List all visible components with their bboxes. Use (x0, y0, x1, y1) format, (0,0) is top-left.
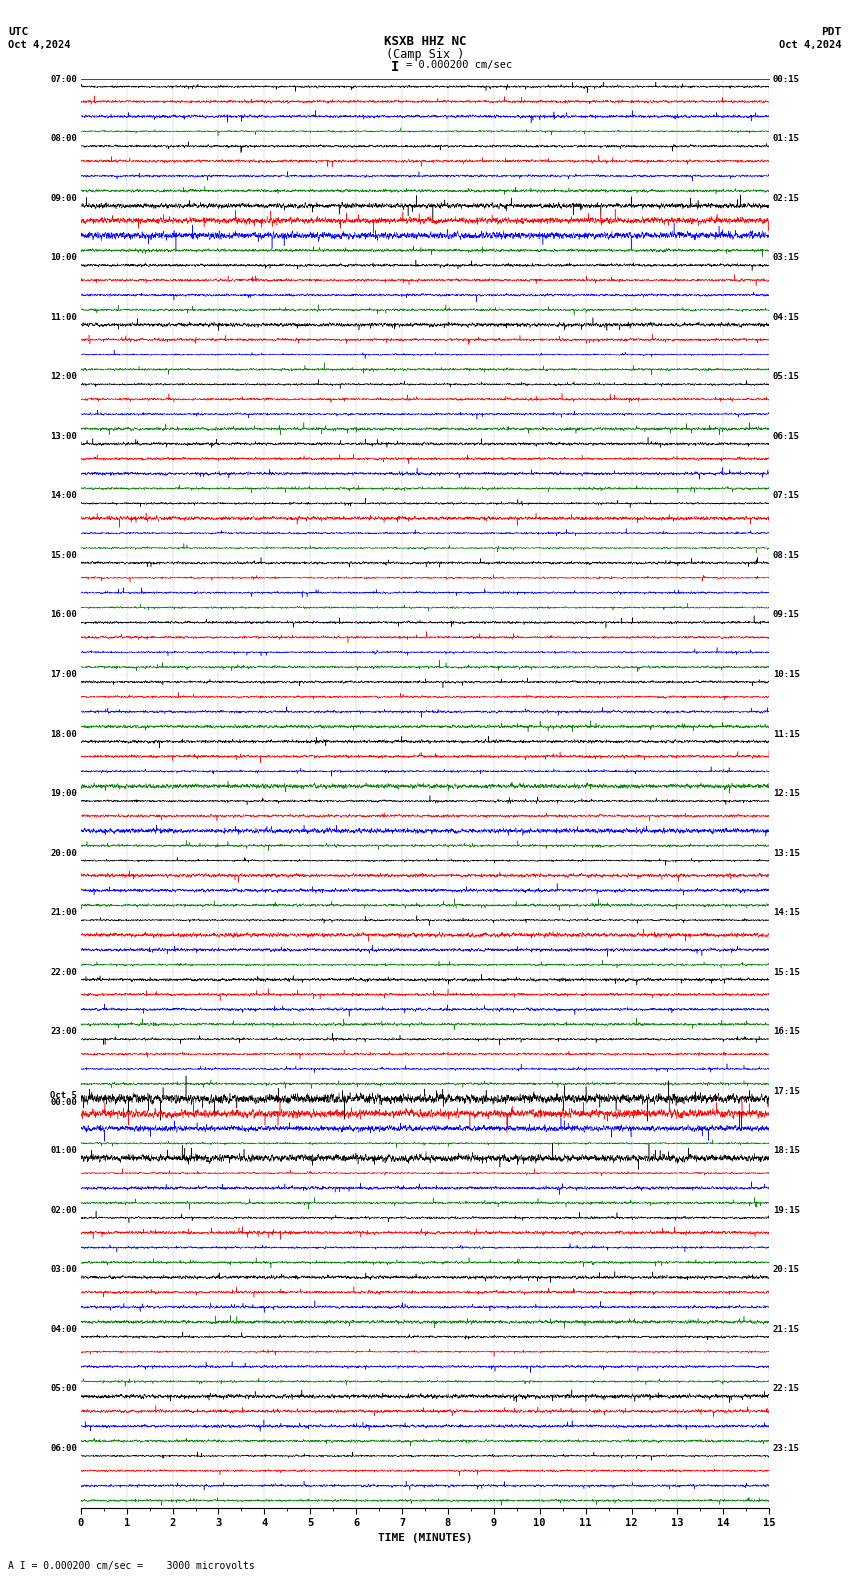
Text: 02:00: 02:00 (50, 1205, 77, 1215)
Text: 21:00: 21:00 (50, 908, 77, 917)
Text: 18:15: 18:15 (773, 1147, 800, 1155)
Text: 07:15: 07:15 (773, 491, 800, 501)
Text: 08:00: 08:00 (50, 135, 77, 143)
Text: PDT: PDT (821, 27, 842, 36)
Text: 06:15: 06:15 (773, 432, 800, 440)
Text: 14:00: 14:00 (50, 491, 77, 501)
Text: 22:00: 22:00 (50, 968, 77, 977)
Text: 03:15: 03:15 (773, 253, 800, 263)
Text: 12:15: 12:15 (773, 789, 800, 798)
Text: 19:15: 19:15 (773, 1205, 800, 1215)
Text: = 0.000200 cm/sec: = 0.000200 cm/sec (406, 60, 513, 70)
Text: 13:15: 13:15 (773, 849, 800, 857)
Text: 01:15: 01:15 (773, 135, 800, 143)
Text: 10:15: 10:15 (773, 670, 800, 680)
Text: 05:15: 05:15 (773, 372, 800, 382)
Text: 00:00: 00:00 (50, 1098, 77, 1107)
Text: Oct 4,2024: Oct 4,2024 (779, 40, 842, 49)
Text: 07:00: 07:00 (50, 74, 77, 84)
Text: 14:15: 14:15 (773, 908, 800, 917)
Text: KSXB HHZ NC: KSXB HHZ NC (383, 35, 467, 48)
Text: Oct 5: Oct 5 (50, 1091, 77, 1101)
Text: A I = 0.000200 cm/sec =    3000 microvolts: A I = 0.000200 cm/sec = 3000 microvolts (8, 1562, 255, 1571)
Text: 00:15: 00:15 (773, 74, 800, 84)
Text: 05:00: 05:00 (50, 1384, 77, 1394)
Text: 15:15: 15:15 (773, 968, 800, 977)
Text: 17:00: 17:00 (50, 670, 77, 680)
Text: 12:00: 12:00 (50, 372, 77, 382)
Text: 17:15: 17:15 (773, 1087, 800, 1096)
Text: 01:00: 01:00 (50, 1147, 77, 1155)
Text: 04:15: 04:15 (773, 312, 800, 322)
Text: 11:00: 11:00 (50, 312, 77, 322)
Text: 09:15: 09:15 (773, 610, 800, 619)
Text: 15:00: 15:00 (50, 551, 77, 561)
Text: 18:00: 18:00 (50, 730, 77, 738)
X-axis label: TIME (MINUTES): TIME (MINUTES) (377, 1533, 473, 1543)
Text: 09:00: 09:00 (50, 193, 77, 203)
Text: 04:00: 04:00 (50, 1324, 77, 1334)
Text: (Camp Six ): (Camp Six ) (386, 48, 464, 60)
Text: 19:00: 19:00 (50, 789, 77, 798)
Text: 20:00: 20:00 (50, 849, 77, 857)
Text: 06:00: 06:00 (50, 1445, 77, 1453)
Text: Oct 4,2024: Oct 4,2024 (8, 40, 71, 49)
Text: 22:15: 22:15 (773, 1384, 800, 1394)
Text: 21:15: 21:15 (773, 1324, 800, 1334)
Text: 11:15: 11:15 (773, 730, 800, 738)
Text: 16:00: 16:00 (50, 610, 77, 619)
Text: 02:15: 02:15 (773, 193, 800, 203)
Text: 23:15: 23:15 (773, 1445, 800, 1453)
Text: 13:00: 13:00 (50, 432, 77, 440)
Text: 23:00: 23:00 (50, 1026, 77, 1036)
Text: UTC: UTC (8, 27, 29, 36)
Text: 20:15: 20:15 (773, 1266, 800, 1275)
Text: 08:15: 08:15 (773, 551, 800, 561)
Text: 10:00: 10:00 (50, 253, 77, 263)
Text: 16:15: 16:15 (773, 1026, 800, 1036)
Text: 03:00: 03:00 (50, 1266, 77, 1275)
Text: I: I (391, 60, 399, 74)
